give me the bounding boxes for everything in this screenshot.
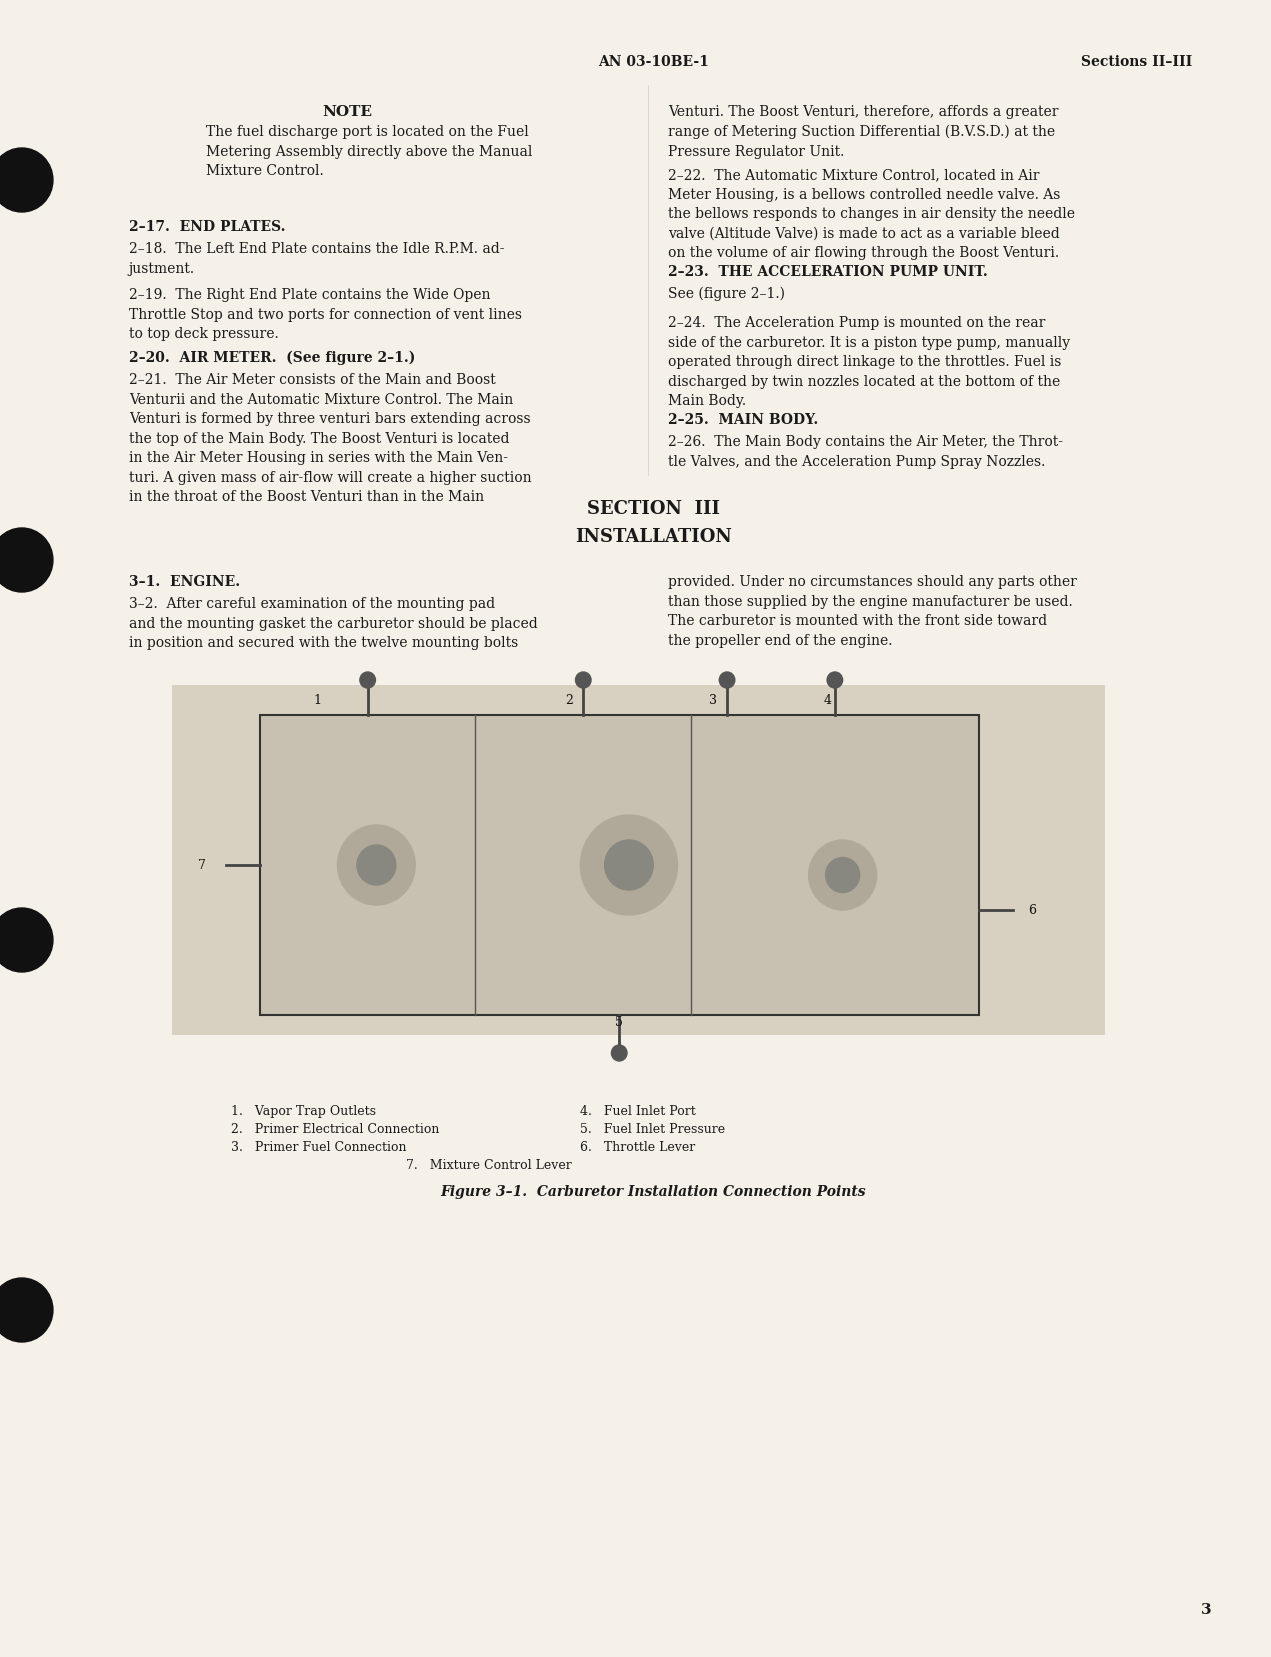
Bar	[259, 716, 979, 1016]
Circle shape	[719, 673, 735, 688]
Text: 2–22.  The Automatic Mixture Control, located in Air
Meter Housing, is a bellows: 2–22. The Automatic Mixture Control, loc…	[667, 167, 1075, 260]
Circle shape	[808, 840, 877, 910]
Text: 2–26.  The Main Body contains the Air Meter, the Throt-
tle Valves, and the Acce: 2–26. The Main Body contains the Air Met…	[667, 436, 1063, 469]
Circle shape	[581, 815, 677, 915]
Bar	[173, 684, 1104, 1036]
Text: 3.   Primer Fuel Connection: 3. Primer Fuel Connection	[231, 1142, 407, 1153]
Text: 2–25.  MAIN BODY.: 2–25. MAIN BODY.	[667, 413, 819, 428]
Text: 2–21.  The Air Meter consists of the Main and Boost
Venturii and the Automatic M: 2–21. The Air Meter consists of the Main…	[128, 373, 531, 504]
Text: NOTE: NOTE	[323, 104, 372, 119]
Circle shape	[826, 858, 859, 893]
Text: 3: 3	[1201, 1602, 1211, 1617]
Circle shape	[605, 840, 653, 890]
Text: The fuel discharge port is located on the Fuel
Metering Assembly directly above : The fuel discharge port is located on th…	[206, 124, 533, 177]
Circle shape	[360, 673, 375, 688]
Text: 2–23.  THE ACCELERATION PUMP UNIT.: 2–23. THE ACCELERATION PUMP UNIT.	[667, 265, 988, 278]
Text: 2–17.  END PLATES.: 2–17. END PLATES.	[128, 220, 285, 234]
Circle shape	[338, 825, 416, 905]
Text: SECTION  III: SECTION III	[587, 500, 719, 519]
Text: 5.   Fuel Inlet Pressure: 5. Fuel Inlet Pressure	[581, 1123, 726, 1137]
Text: 7: 7	[197, 858, 206, 872]
Text: 3–2.  After careful examination of the mounting pad
and the mounting gasket the : 3–2. After careful examination of the mo…	[128, 597, 538, 650]
Text: 1: 1	[314, 694, 322, 706]
Text: 2–19.  The Right End Plate contains the Wide Open
Throttle Stop and two ports fo: 2–19. The Right End Plate contains the W…	[128, 288, 521, 341]
Text: 6.   Throttle Lever: 6. Throttle Lever	[581, 1142, 695, 1153]
Circle shape	[576, 673, 591, 688]
Text: 5: 5	[615, 1016, 623, 1029]
Circle shape	[357, 845, 395, 885]
Text: Sections II–III: Sections II–III	[1082, 55, 1192, 70]
Text: 7.   Mixture Control Lever: 7. Mixture Control Lever	[405, 1158, 571, 1171]
Text: 4: 4	[824, 694, 831, 706]
Circle shape	[0, 529, 53, 592]
Text: Venturi. The Boost Venturi, therefore, affords a greater
range of Metering Sucti: Venturi. The Boost Venturi, therefore, a…	[667, 104, 1059, 159]
Circle shape	[0, 147, 53, 212]
Text: 2–20.  AIR METER.  (See figure 2–1.): 2–20. AIR METER. (See figure 2–1.)	[128, 351, 416, 366]
Text: Figure 3–1.  Carburetor Installation Connection Points: Figure 3–1. Carburetor Installation Conn…	[441, 1185, 866, 1200]
Circle shape	[827, 673, 843, 688]
Text: 2–18.  The Left End Plate contains the Idle R.P.M. ad-
justment.: 2–18. The Left End Plate contains the Id…	[128, 242, 505, 275]
Text: AN 03-10BE-1: AN 03-10BE-1	[597, 55, 709, 70]
Text: 2: 2	[566, 694, 573, 706]
Text: INSTALLATION: INSTALLATION	[574, 529, 732, 547]
Text: 1.   Vapor Trap Outlets: 1. Vapor Trap Outlets	[231, 1105, 376, 1118]
Text: 4.   Fuel Inlet Port: 4. Fuel Inlet Port	[581, 1105, 697, 1118]
Text: 3–1.  ENGINE.: 3–1. ENGINE.	[128, 575, 240, 588]
Text: See (figure 2–1.): See (figure 2–1.)	[667, 287, 784, 302]
Circle shape	[0, 1278, 53, 1342]
Circle shape	[0, 908, 53, 973]
Text: 2–24.  The Acceleration Pump is mounted on the rear
side of the carburetor. It i: 2–24. The Acceleration Pump is mounted o…	[667, 316, 1070, 408]
Text: 3: 3	[709, 694, 717, 706]
Text: 6: 6	[1028, 903, 1036, 916]
Text: 2.   Primer Electrical Connection: 2. Primer Electrical Connection	[231, 1123, 438, 1137]
Text: provided. Under no circumstances should any parts other
than those supplied by t: provided. Under no circumstances should …	[667, 575, 1077, 648]
Circle shape	[611, 1046, 627, 1060]
